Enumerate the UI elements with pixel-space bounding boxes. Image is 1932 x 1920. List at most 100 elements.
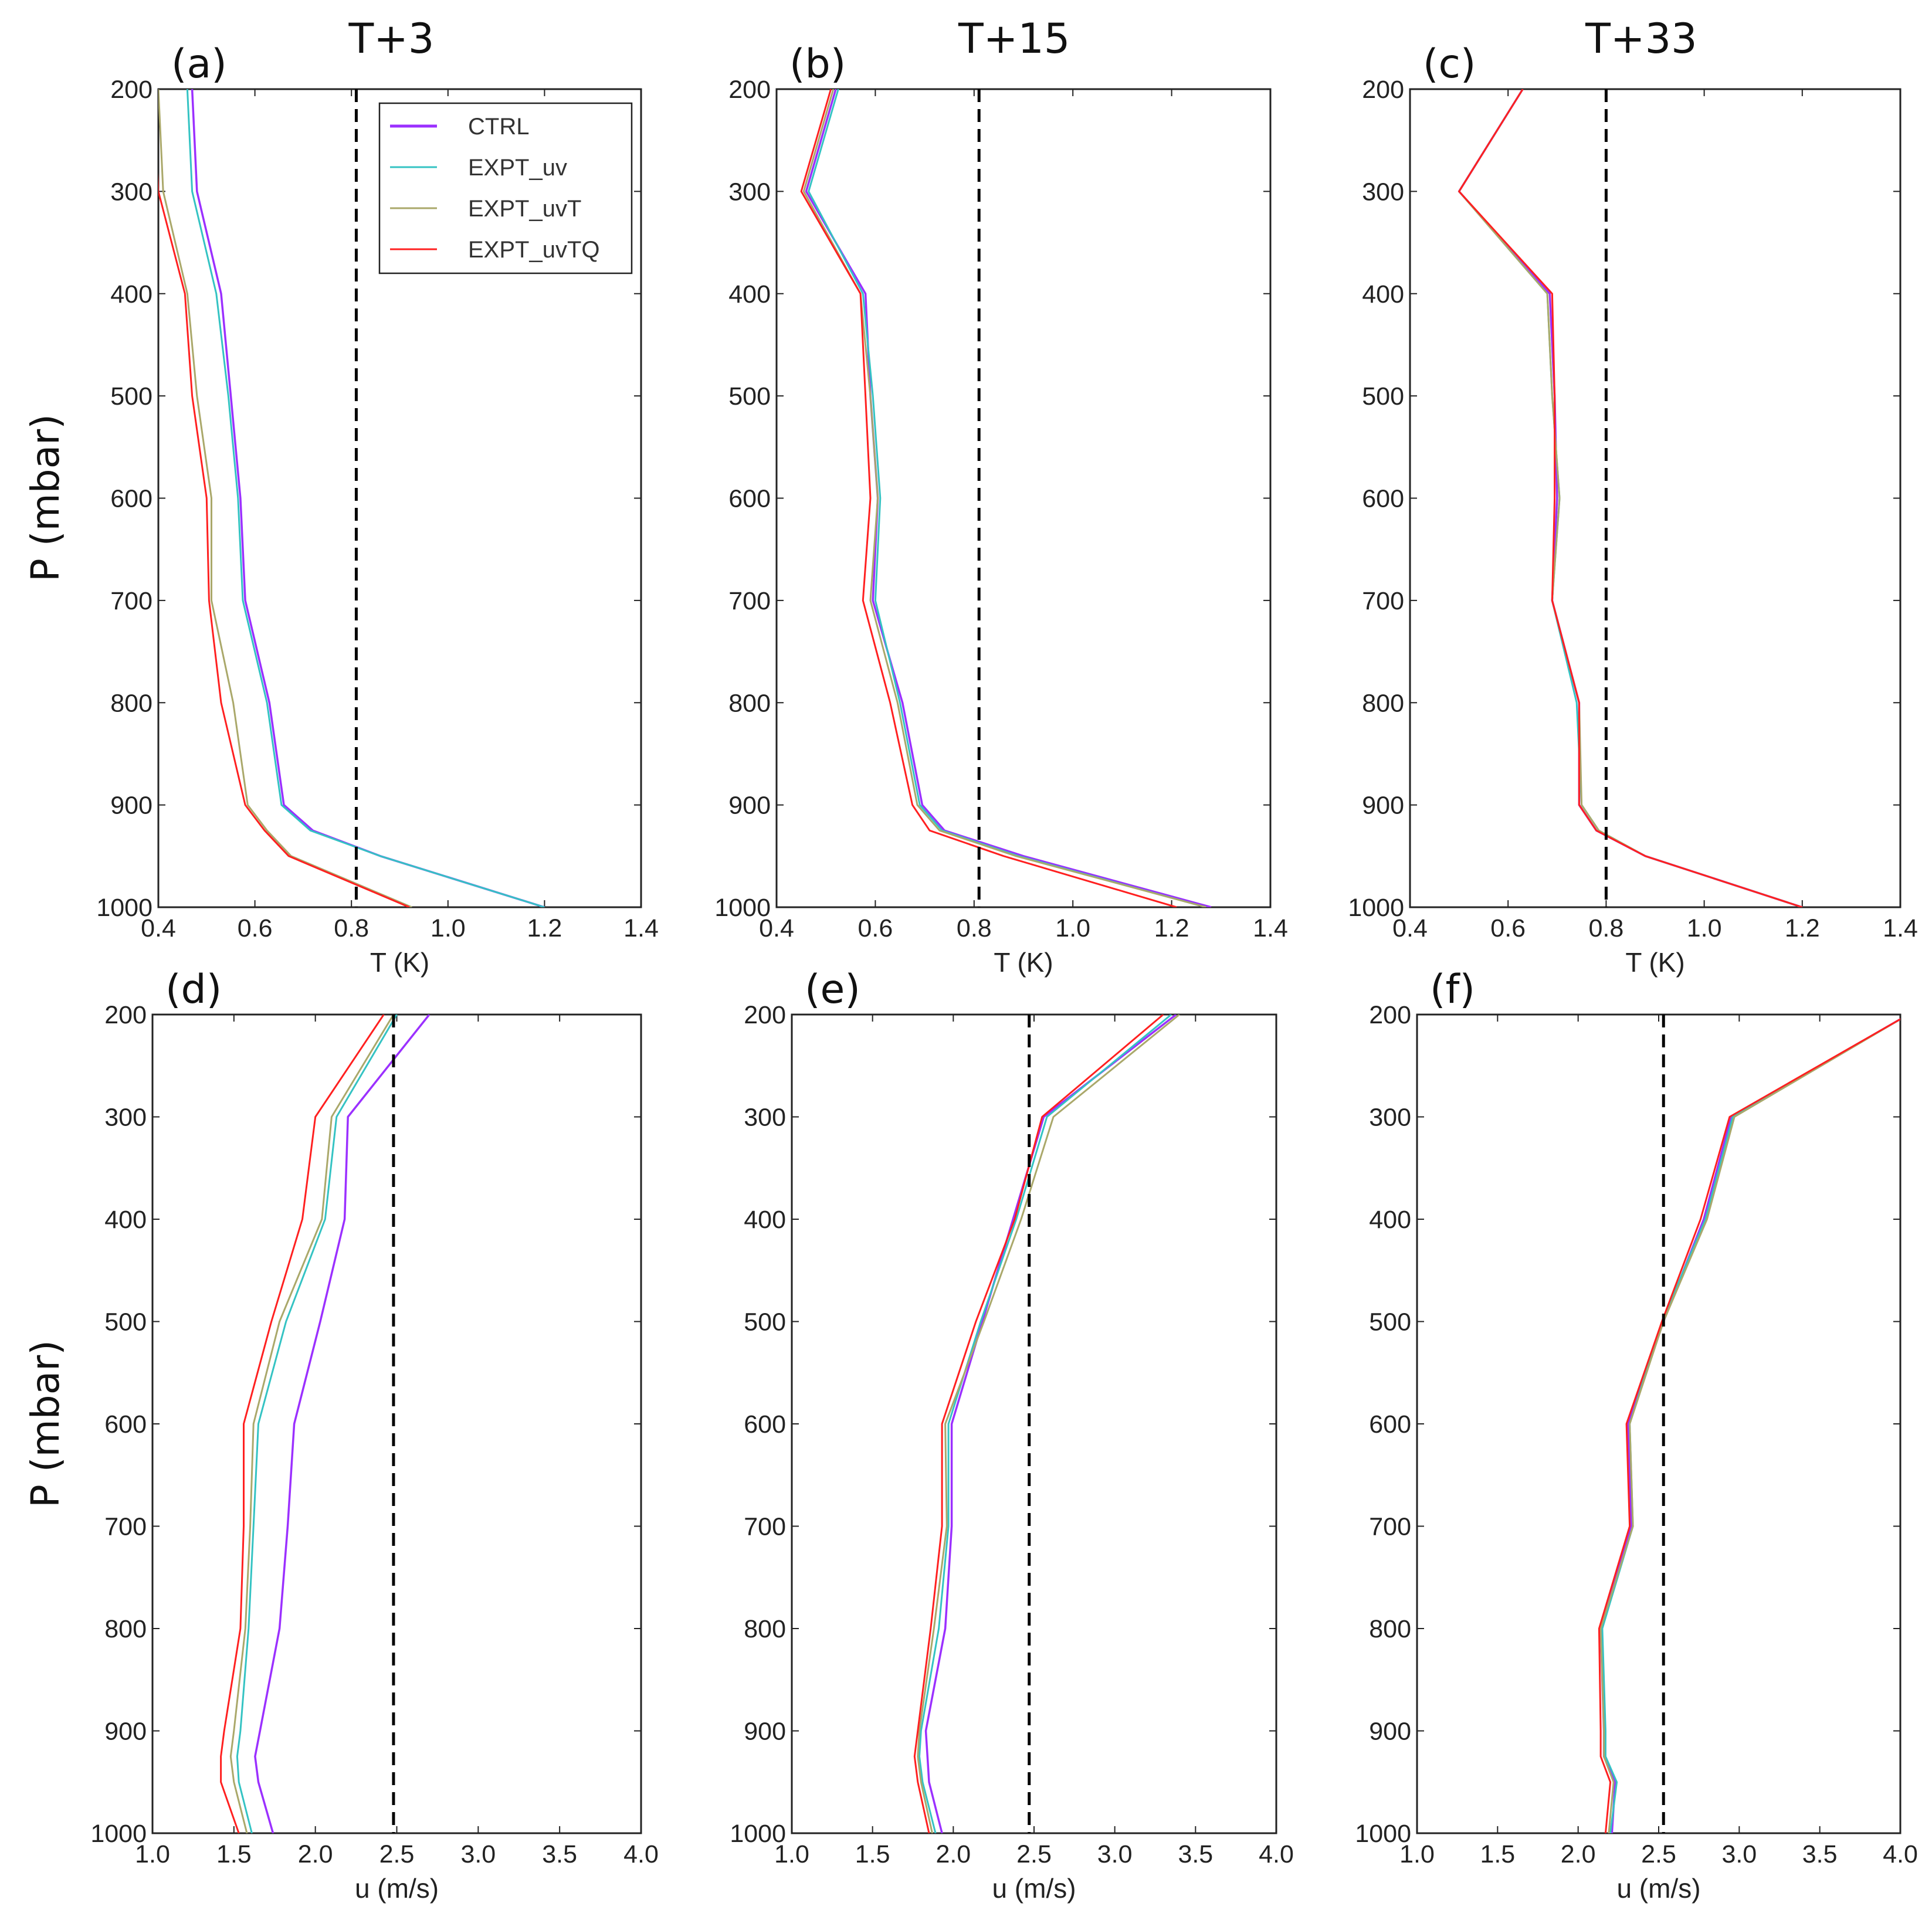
series-group [220, 1015, 431, 1833]
y-tick-label: 800 [728, 689, 771, 717]
x-tick-label: 3.0 [460, 1840, 496, 1868]
y-tick-label: 300 [1362, 178, 1404, 206]
y-tick-label: 200 [1369, 1001, 1411, 1029]
x-axis-label: u (m/s) [1616, 1873, 1700, 1904]
x-tick-label: 1.5 [216, 1840, 252, 1868]
y-tick-label: 800 [110, 689, 152, 717]
series-line-expt-uvt [1599, 1018, 1900, 1833]
x-tick-label: 1.4 [1883, 914, 1918, 942]
series-line-expt-uvt [1458, 89, 1803, 907]
y-axis-label: P (mbar) [23, 414, 68, 582]
series-line-expt-uvtq [800, 89, 1177, 907]
series-line-expt-uvtq [913, 1015, 1164, 1833]
panel-letter: (c) [1423, 41, 1476, 87]
legend-label-expt-uv: EXPT_uv [468, 155, 567, 181]
y-tick-label: 300 [104, 1104, 147, 1132]
y-tick-label: 1000 [1355, 1820, 1411, 1848]
y-tick-label: 300 [110, 178, 152, 206]
series-line-expt-uvtq [158, 172, 410, 907]
x-tick-label: 1.4 [623, 914, 659, 942]
x-axis-label: T (K) [994, 947, 1053, 978]
x-tick-label: 0.4 [141, 914, 176, 942]
x-tick-label: 1.0 [1687, 914, 1722, 942]
x-tick-label: 0.6 [238, 914, 273, 942]
y-tick-label: 500 [110, 382, 152, 411]
y-tick-label: 700 [1362, 587, 1404, 615]
y-tick-label: 600 [744, 1410, 786, 1439]
x-tick-label: 4.0 [1259, 1840, 1294, 1868]
x-tick-label: 1.5 [855, 1840, 890, 1868]
series-line-expt-uv [236, 1015, 398, 1833]
series-line-expt-uvt [802, 89, 1206, 907]
y-tick-label: 500 [1362, 382, 1404, 411]
y-tick-label: 900 [744, 1718, 786, 1746]
series-line-expt-uvt [917, 1015, 1180, 1833]
legend-label-ctrl: CTRL [468, 114, 529, 140]
x-tick-label: 2.5 [379, 1840, 415, 1868]
series-line-ctrl [1599, 1017, 1900, 1833]
x-tick-label: 1.2 [1785, 914, 1820, 942]
panel-letter: (d) [165, 966, 222, 1013]
x-tick-label: 4.0 [623, 1840, 659, 1868]
x-tick-label: 3.5 [1802, 1840, 1838, 1868]
y-tick-label: 400 [1369, 1206, 1411, 1234]
y-tick-label: 900 [110, 792, 152, 820]
y-axis-label: P (mbar) [23, 1340, 68, 1508]
series-line-expt-uv [1458, 89, 1803, 907]
x-tick-label: 0.8 [334, 914, 369, 942]
y-tick-label: 800 [744, 1615, 786, 1643]
y-tick-label: 800 [104, 1615, 147, 1643]
series-line-expt-uvt [229, 1015, 395, 1833]
y-tick-label: 1000 [730, 1820, 786, 1848]
y-tick-label: 900 [1362, 792, 1404, 820]
series-line-expt-uv [186, 89, 545, 907]
series-line-expt-uv [1601, 1018, 1900, 1833]
x-axis-label: T (K) [370, 947, 429, 978]
y-tick-label: 600 [104, 1410, 147, 1439]
series-line-ctrl [924, 1015, 1177, 1833]
series-group [913, 1015, 1180, 1833]
x-tick-label: 3.0 [1721, 1840, 1757, 1868]
x-tick-label: 2.0 [936, 1840, 971, 1868]
axes-frame [1409, 88, 1902, 908]
y-tick-label: 300 [744, 1104, 786, 1132]
series-group [158, 89, 545, 907]
y-tick-label: 800 [1369, 1615, 1411, 1643]
series-line-expt-uvt [158, 89, 412, 907]
x-tick-label: 3.5 [542, 1840, 577, 1868]
x-tick-label: 2.5 [1641, 1840, 1676, 1868]
x-tick-label: 2.5 [1016, 1840, 1052, 1868]
x-tick-label: 2.0 [298, 1840, 333, 1868]
x-axis-label: T (K) [1625, 947, 1684, 978]
axes-frame [775, 88, 1272, 908]
y-tick-label: 900 [104, 1718, 147, 1746]
y-tick-label: 700 [104, 1513, 147, 1541]
x-tick-label: 2.0 [1561, 1840, 1596, 1868]
series-line-expt-uvtq [1598, 1018, 1900, 1833]
x-tick-label: 1.4 [1253, 914, 1288, 942]
y-tick-label: 700 [110, 587, 152, 615]
panel-letter: (a) [171, 41, 227, 87]
y-tick-label: 1000 [714, 894, 771, 922]
series-group [1598, 1017, 1900, 1833]
x-axis-label: u (m/s) [992, 1873, 1076, 1904]
y-tick-label: 400 [744, 1206, 786, 1234]
series-line-expt-uvtq [220, 1015, 385, 1833]
x-tick-label: 0.6 [1490, 914, 1526, 942]
x-tick-label: 1.0 [431, 914, 466, 942]
y-tick-label: 900 [1369, 1718, 1411, 1746]
y-tick-label: 200 [728, 76, 771, 104]
legend: CTRL EXPT_uv EXPT_uvT EXPT_uvTQ [378, 102, 633, 274]
legend-box [378, 102, 633, 274]
y-tick-label: 1000 [96, 894, 152, 922]
axes-frame [1416, 1013, 1902, 1834]
series-line-expt-uv [918, 1015, 1172, 1833]
y-tick-label: 600 [728, 485, 771, 513]
x-tick-label: 4.0 [1883, 1840, 1918, 1868]
x-axis-label: u (m/s) [355, 1873, 439, 1904]
